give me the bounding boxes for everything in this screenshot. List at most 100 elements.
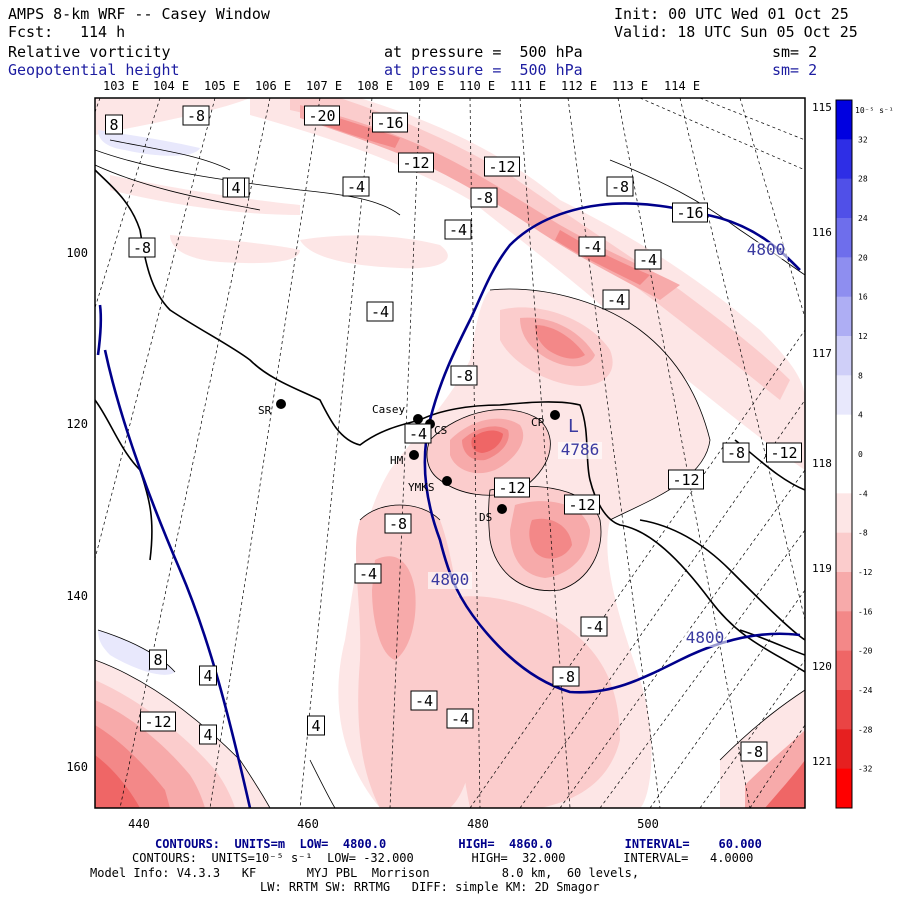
vorticity-label-box (580, 616, 608, 637)
vorticity-label: 4 (203, 726, 212, 744)
x-tick-label: 500 (637, 817, 659, 831)
vorticity-label-box (182, 105, 210, 126)
height-label-bg (558, 442, 602, 459)
height-label: 4800 (747, 240, 786, 259)
colorbar-units: 10⁻⁵ s⁻¹ (855, 106, 894, 115)
colorbar-label: 32 (858, 135, 868, 144)
low-center-marker: L (568, 416, 579, 437)
colorbar-segment (836, 296, 852, 337)
field-2-name: Geopotential height (8, 61, 180, 79)
vorticity-label-box (372, 112, 408, 133)
lon-label-top: 106 E (255, 79, 291, 93)
vorticity-label-box (444, 219, 472, 240)
colorbar-label: 0 (858, 450, 863, 459)
colorbar-segment (836, 257, 852, 298)
colorbar-segment (836, 729, 852, 770)
vorticity-label: -16 (676, 204, 703, 222)
colorbar-segment (836, 336, 852, 376)
vorticity-label: -8 (727, 444, 745, 462)
colorbar-segment (836, 690, 852, 730)
height-label: 4800 (431, 570, 470, 589)
station-DS (497, 504, 507, 514)
vorticity-label-box (668, 469, 704, 490)
vorticity-label-box (494, 477, 530, 498)
x-tick-label: 460 (297, 817, 319, 831)
vorticity-label: 8 (153, 651, 162, 669)
vorticity-label: -16 (376, 114, 403, 132)
station-label: YMKS (408, 481, 435, 494)
colorbar-label: -28 (858, 725, 873, 734)
vorticity-label-box (404, 423, 432, 444)
colorbar-label: 12 (858, 332, 868, 341)
height-label: 4800 (686, 628, 725, 647)
stations (276, 399, 560, 514)
longitude-grid (95, 98, 805, 808)
colorbar-segment (836, 100, 852, 140)
vorticity-label: 4 (203, 667, 212, 685)
colorbar-segment (836, 532, 852, 573)
colorbar-label: 16 (858, 293, 868, 302)
station-SR (276, 399, 286, 409)
lon-label-top: 104 E (153, 79, 189, 93)
forecast-label: Fcst: (8, 23, 54, 41)
colorbar-segment (836, 454, 852, 494)
colorbar-label: -12 (858, 568, 873, 577)
vorticity-label-box (199, 665, 217, 686)
vorticity-label: -20 (308, 107, 335, 125)
vorticity-label-box (564, 494, 600, 515)
vorticity-label-box (470, 187, 498, 208)
vorticity-label: -12 (568, 496, 595, 514)
station-label: HM (390, 454, 404, 467)
vorticity-label: -12 (770, 444, 797, 462)
vorticity-label-box (722, 442, 750, 463)
colorbar-frame (835, 99, 853, 809)
vorticity-label-box (128, 237, 156, 258)
vorticity-label: -12 (144, 713, 171, 731)
vorticity-label: -4 (639, 251, 657, 269)
lon-label-top: 113 E (612, 79, 648, 93)
lon-label-top: 111 E (510, 79, 546, 93)
station-CP (550, 410, 560, 420)
vorticity-label: -4 (585, 618, 603, 636)
lon-label-top: 105 E (204, 79, 240, 93)
vorticity-label: -4 (607, 291, 625, 309)
map-title: AMPS 8-km WRF -- Casey Window (8, 5, 270, 23)
vorticity-label: -4 (359, 565, 377, 583)
vorticity-label-box (304, 105, 340, 126)
field-1-level: at pressure = 500 hPa (384, 43, 583, 61)
vorticity-label: -8 (133, 239, 151, 257)
height-label-bg (683, 630, 727, 647)
vorticity-label-box (384, 513, 412, 534)
vorticity-label-box (342, 176, 370, 197)
colorbar-label: 4 (858, 411, 863, 420)
vorticity-label-box (410, 690, 438, 711)
colorbar-segment (836, 493, 852, 534)
vorticity-label-box (552, 666, 580, 687)
y-tick-label: 140 (66, 589, 88, 603)
vorticity-label: -8 (389, 515, 407, 533)
vorticity-label-box (105, 114, 123, 135)
field-2-smoothing: sm= 2 (772, 61, 818, 79)
colorbar-segment (836, 768, 852, 809)
lon-label-top: 107 E (306, 79, 342, 93)
vorticity-label-box (227, 177, 245, 198)
station-HM (409, 450, 419, 460)
vorticity-contours (95, 139, 805, 808)
vorticity-label-box (140, 711, 176, 732)
lon-label-top: 103 E (103, 79, 139, 93)
vorticity-label: -4 (451, 710, 469, 728)
colorbar-label: 20 (858, 253, 868, 262)
vorticity-label-box (446, 708, 474, 729)
vorticity-label-box (578, 236, 606, 257)
vorticity-label-box (398, 152, 434, 173)
vorticity-label: -12 (672, 471, 699, 489)
init-time: Init: 00 UTC Wed 01 Oct 25 (614, 5, 849, 23)
lon-label-top: 114 E (664, 79, 700, 93)
station-YMKS (442, 476, 452, 486)
x-tick-label: 480 (467, 817, 489, 831)
x-tick-label: 440 (128, 817, 150, 831)
vorticity-label: -8 (557, 668, 575, 686)
vorticity-label-box (354, 563, 382, 584)
field-1-smoothing: sm= 2 (772, 43, 818, 61)
vorticity-label: 4 (231, 179, 240, 197)
